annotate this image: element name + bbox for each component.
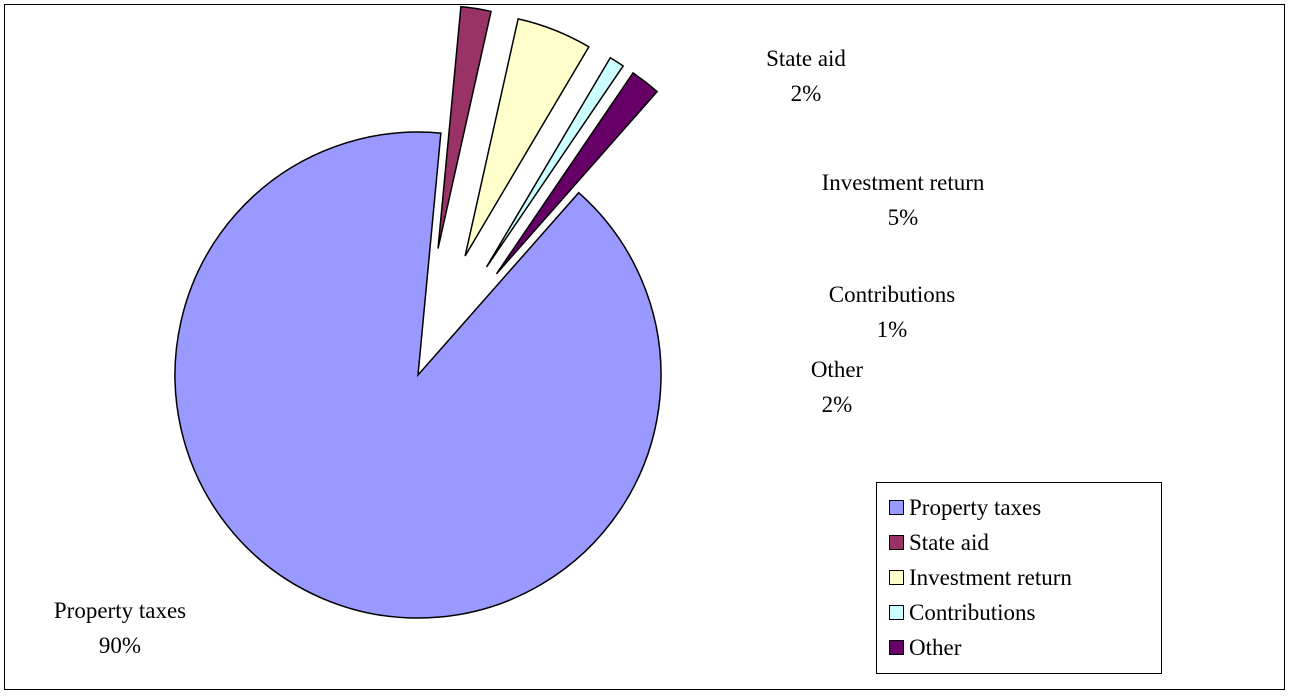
legend-label: Other bbox=[909, 634, 962, 660]
legend-swatch-state-aid bbox=[889, 535, 904, 550]
legend-label: State aid bbox=[909, 529, 989, 555]
legend-swatch-contributions bbox=[889, 605, 904, 620]
legend-item-contributions: Contributions bbox=[889, 595, 1161, 630]
data-label-value-investment-return: 5% bbox=[888, 205, 919, 230]
legend-label: Investment return bbox=[909, 564, 1072, 590]
pie-slice-investment-return bbox=[464, 17, 590, 257]
data-label-name-other: Other bbox=[811, 357, 864, 382]
chart-legend: Property taxes State aid Investment retu… bbox=[876, 482, 1162, 674]
data-label-name-contributions: Contributions bbox=[829, 282, 956, 307]
legend-item-other: Other bbox=[889, 630, 1161, 665]
legend-swatch-other bbox=[889, 640, 904, 655]
legend-label: Contributions bbox=[909, 599, 1036, 625]
data-label-value-property-taxes: 90% bbox=[99, 633, 141, 658]
pie-slices bbox=[174, 5, 662, 619]
legend-item-property-taxes: Property taxes bbox=[889, 490, 1161, 525]
data-label-value-state-aid: 2% bbox=[791, 81, 822, 106]
pie-slice-state-aid bbox=[437, 5, 492, 249]
pie-slice-contributions bbox=[485, 56, 625, 268]
legend-item-state-aid: State aid bbox=[889, 525, 1161, 560]
data-label-name-investment-return: Investment return bbox=[822, 170, 985, 195]
data-label-value-contributions: 1% bbox=[877, 317, 908, 342]
legend-item-investment-return: Investment return bbox=[889, 560, 1161, 595]
pie-slice-other bbox=[495, 71, 659, 275]
data-label-name-property-taxes: Property taxes bbox=[54, 598, 186, 623]
legend-swatch-property-taxes bbox=[889, 500, 904, 515]
pie-slice-property-taxes bbox=[174, 131, 662, 619]
data-label-value-other: 2% bbox=[822, 392, 853, 417]
data-label-name-state-aid: State aid bbox=[766, 46, 846, 71]
legend-swatch-investment-return bbox=[889, 570, 904, 585]
slice-labels: Property taxes 90% State aid 2% Investment r… bbox=[54, 46, 985, 658]
legend-label: Property taxes bbox=[909, 494, 1042, 520]
